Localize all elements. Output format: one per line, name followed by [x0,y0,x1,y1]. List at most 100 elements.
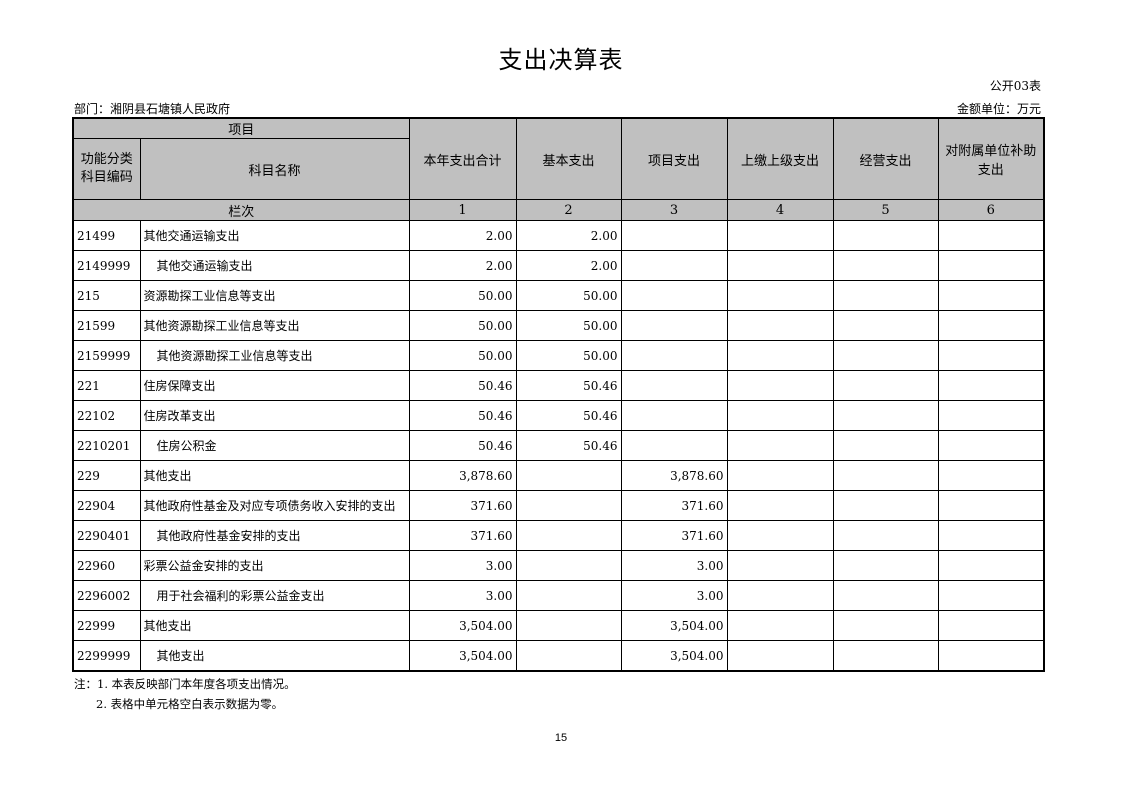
cell-upper [726,280,834,311]
cell-basic [515,640,622,672]
cell-subsidy [937,550,1045,581]
cell-name: 其他政府性基金安排的支出 [139,520,410,551]
cell-subsidy [937,430,1045,461]
cell-basic [515,580,622,611]
cell-upper [726,580,834,611]
table-row: 22102 住房改革支出 50.46 50.46 [72,400,1045,431]
cell-name: 资源勘探工业信息等支出 [139,280,410,311]
cell-subsidy [937,250,1045,281]
cell-project: 371.60 [620,520,728,551]
cell-total: 3,504.00 [408,640,517,672]
cell-project: 3,504.00 [620,640,728,672]
header-total: 本年支出合计 [408,117,517,200]
cell-total: 3,878.60 [408,460,517,491]
cell-subsidy [937,610,1045,641]
cell-project [620,370,728,401]
cell-basic: 2.00 [515,250,622,281]
cell-code: 2210201 [72,430,141,461]
table-row: 2299999 其他支出 3,504.00 3,504.00 [72,640,1045,672]
cell-basic [515,610,622,641]
header-code: 功能分类科目编码 [72,138,141,200]
cell-code: 21499 [72,220,141,251]
cell-business [832,370,939,401]
cell-total: 50.00 [408,310,517,341]
cell-project [620,340,728,371]
cell-business [832,310,939,341]
cell-name: 住房保障支出 [139,370,410,401]
cell-total: 371.60 [408,490,517,521]
cell-name: 其他交通运输支出 [139,220,410,251]
cell-total: 2.00 [408,220,517,251]
cell-subsidy [937,400,1045,431]
column-number: 3 [620,199,728,221]
note-2: 2. 表格中单元格空白表示数据为零。 [96,697,284,711]
cell-basic: 2.00 [515,220,622,251]
cell-upper [726,610,834,641]
note-1: 注：1. 本表反映部门本年度各项支出情况。 [74,677,296,691]
table-row: 229 其他支出 3,878.60 3,878.60 [72,460,1045,491]
cell-project: 371.60 [620,490,728,521]
header-project-expenditure: 项目支出 [620,117,728,200]
cell-basic: 50.46 [515,430,622,461]
table-row: 21599 其他资源勘探工业信息等支出 50.00 50.00 [72,310,1045,341]
unit-label: 金额单位：万元 [956,102,1041,116]
cell-total: 3.00 [408,550,517,581]
cell-code: 22960 [72,550,141,581]
table-row: 22999 其他支出 3,504.00 3,504.00 [72,610,1045,641]
cell-upper [726,400,834,431]
column-number: 2 [515,199,622,221]
cell-upper [726,250,834,281]
table-row: 215 资源勘探工业信息等支出 50.00 50.00 [72,280,1045,311]
cell-name: 其他支出 [139,640,410,672]
table-row: 2210201 住房公积金 50.46 50.46 [72,430,1045,461]
header-basic: 基本支出 [515,117,622,200]
cell-business [832,400,939,431]
cell-business [832,550,939,581]
cell-project: 3,504.00 [620,610,728,641]
cell-upper [726,310,834,341]
cell-business [832,250,939,281]
table-row: 221 住房保障支出 50.46 50.46 [72,370,1045,401]
cell-project [620,220,728,251]
cell-project [620,400,728,431]
cell-basic [515,550,622,581]
cell-business [832,610,939,641]
cell-total: 2.00 [408,250,517,281]
cell-business [832,220,939,251]
cell-project: 3.00 [620,550,728,581]
cell-total: 50.46 [408,400,517,431]
cell-project [620,310,728,341]
cell-subsidy [937,280,1045,311]
cell-basic [515,490,622,521]
cell-name: 其他政府性基金及对应专项债务收入安排的支出 [139,490,410,521]
cell-business [832,280,939,311]
cell-total: 50.46 [408,430,517,461]
header-name: 科目名称 [139,138,410,200]
header-business: 经营支出 [832,117,939,200]
header-project: 项目 [72,117,410,139]
cell-basic: 50.00 [515,340,622,371]
cell-subsidy [937,340,1045,371]
table-row: 21499 其他交通运输支出 2.00 2.00 [72,220,1045,251]
column-number: 4 [726,199,834,221]
cell-project: 3.00 [620,580,728,611]
cell-code: 215 [72,280,141,311]
cell-code: 22904 [72,490,141,521]
cell-name: 其他交通运输支出 [139,250,410,281]
cell-project [620,280,728,311]
cell-business [832,580,939,611]
cell-code: 221 [72,370,141,401]
cell-business [832,460,939,491]
cell-code: 22102 [72,400,141,431]
cell-basic [515,460,622,491]
cell-subsidy [937,580,1045,611]
cell-upper [726,490,834,521]
cell-name: 其他支出 [139,610,410,641]
cell-business [832,490,939,521]
cell-total: 371.60 [408,520,517,551]
cell-subsidy [937,460,1045,491]
cell-name: 住房改革支出 [139,400,410,431]
cell-project: 3,878.60 [620,460,728,491]
cell-total: 50.46 [408,370,517,401]
cell-business [832,340,939,371]
